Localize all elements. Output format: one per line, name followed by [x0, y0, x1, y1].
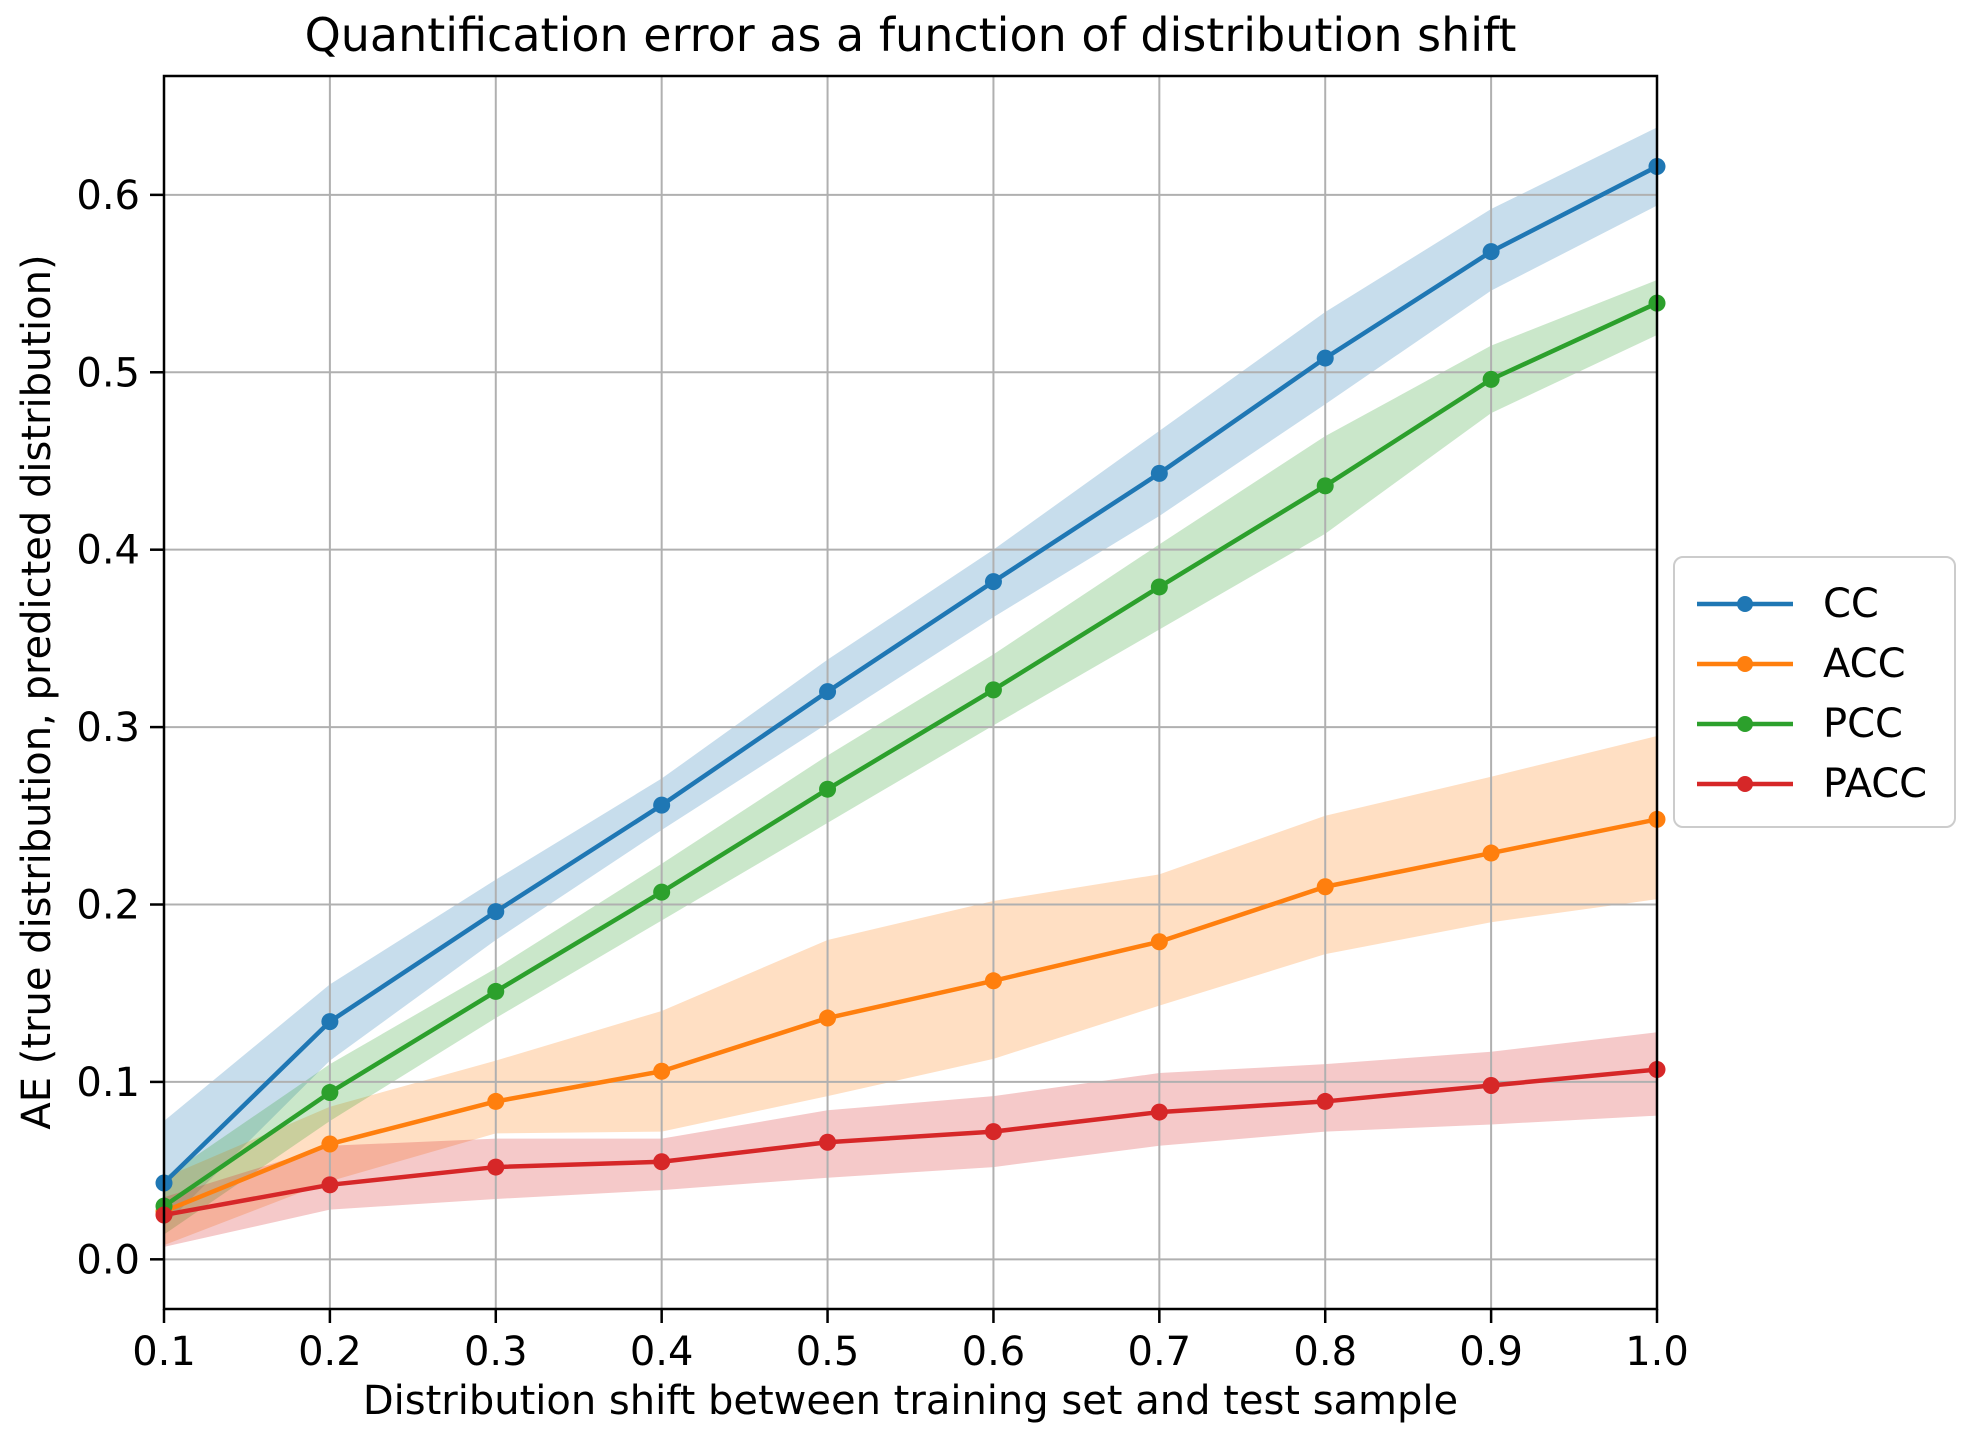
marker-pcc	[984, 681, 1002, 699]
x-tick-label: 0.5	[796, 1329, 860, 1375]
marker-pacc	[487, 1158, 505, 1176]
legend-line-marker-icon	[1697, 776, 1793, 792]
marker-acc	[1482, 844, 1500, 862]
marker-acc	[487, 1092, 505, 1110]
y-tick-label: 0.6	[76, 173, 140, 219]
x-tick-label: 0.1	[132, 1329, 196, 1375]
x-tick-label: 0.7	[1128, 1329, 1192, 1375]
marker-acc	[1316, 878, 1334, 896]
legend: CC ACC PCC PACC	[1673, 556, 1956, 828]
marker-cc	[1150, 464, 1168, 482]
y-axis-label: AE (true distribution, predicted distrib…	[14, 254, 60, 1130]
marker-pcc	[1150, 578, 1168, 596]
chart-title: Quantification error as a function of di…	[304, 8, 1517, 62]
legend-entry-acc: ACC	[1675, 634, 1954, 694]
plot-border	[162, 74, 1659, 1311]
legend-entry-pcc: PCC	[1675, 694, 1954, 754]
legend-label: ACC	[1823, 641, 1906, 687]
band-cc	[164, 127, 1657, 1226]
marker-acc	[984, 972, 1002, 990]
x-tick-label: 0.4	[630, 1329, 694, 1375]
y-tick-label: 0.3	[76, 705, 140, 751]
legend-label: CC	[1823, 581, 1879, 627]
legend-line-marker-icon	[1697, 596, 1793, 612]
band-acc	[164, 735, 1657, 1246]
legend-label: PCC	[1823, 701, 1903, 747]
marker-acc	[819, 1009, 837, 1027]
marker-cc	[653, 796, 671, 814]
x-tick-label: 0.2	[298, 1329, 362, 1375]
y-tick-label: 0.0	[76, 1237, 140, 1283]
marker-pacc	[653, 1153, 671, 1171]
y-tick-label: 0.1	[76, 1060, 140, 1106]
marker-pcc	[487, 982, 505, 1000]
legend-entry-pacc: PACC	[1675, 754, 1954, 814]
marker-acc	[1150, 933, 1168, 951]
line-pcc	[161, 300, 1660, 1209]
marker-cc	[819, 683, 837, 701]
line-cc	[161, 164, 1660, 1186]
marker-pacc	[819, 1133, 837, 1151]
x-tick-label: 1.0	[1625, 1329, 1689, 1375]
marker-cc	[1316, 349, 1334, 367]
marker-acc	[321, 1135, 339, 1153]
marker-cc	[984, 573, 1002, 591]
marker-pcc	[819, 780, 837, 798]
line-pacc	[161, 1067, 1660, 1218]
legend-line-marker-icon	[1697, 656, 1793, 672]
y-tick-label: 0.4	[76, 528, 140, 574]
marker-cc	[487, 903, 505, 921]
marker-pacc	[1150, 1103, 1168, 1121]
legend-entry-cc: CC	[1675, 574, 1954, 634]
marker-pcc	[1482, 370, 1500, 388]
legend-line-marker-icon	[1697, 716, 1793, 732]
x-tick-label: 0.6	[962, 1329, 1026, 1375]
marker-pacc	[1316, 1092, 1334, 1110]
marker-cc	[1482, 243, 1500, 261]
line-acc	[161, 817, 1660, 1214]
marker-pacc	[321, 1176, 339, 1194]
y-tick-label: 0.2	[76, 883, 140, 929]
band-pcc	[164, 280, 1657, 1235]
y-tick-label: 0.5	[76, 350, 140, 396]
marker-acc	[653, 1062, 671, 1080]
x-tick-label: 0.3	[464, 1329, 528, 1375]
marker-pcc	[321, 1084, 339, 1102]
marker-cc	[321, 1013, 339, 1031]
legend-label: PACC	[1823, 761, 1928, 807]
x-tick-label: 0.9	[1459, 1329, 1523, 1375]
marker-pacc	[984, 1123, 1002, 1141]
x-axis-label: Distribution shift between training set …	[362, 1378, 1459, 1424]
marker-pacc	[1482, 1076, 1500, 1094]
band-pacc	[164, 1032, 1657, 1247]
marker-pcc	[653, 883, 671, 901]
x-tick-label: 0.8	[1293, 1329, 1357, 1375]
marker-pcc	[1316, 477, 1334, 495]
